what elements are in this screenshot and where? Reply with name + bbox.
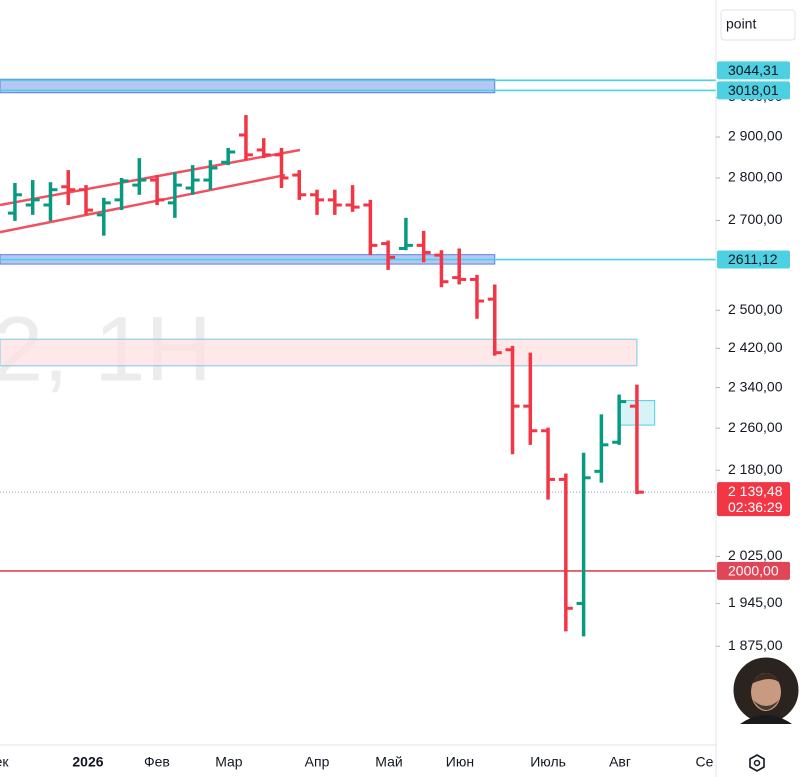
x-tick-label: Фев <box>144 754 170 770</box>
x-tick-label: Май <box>375 754 402 770</box>
y-tick-label: 1 945,00 <box>728 594 783 610</box>
x-tick-label: Авг <box>609 754 631 770</box>
y-tick-label: 2 800,00 <box>728 169 783 185</box>
level-label-box <box>717 81 790 100</box>
settings-icon[interactable] <box>749 754 765 772</box>
level-label: 2000,00 <box>728 563 779 579</box>
plot-area: 2, 1H <box>0 78 716 637</box>
x-tick-label: Июль <box>530 754 566 770</box>
x-tick-label: Июн <box>446 754 474 770</box>
last-price-box <box>717 482 790 517</box>
x-tick-label: ек <box>0 754 9 770</box>
x-tick-label: Апр <box>305 754 330 770</box>
y-tick-label: 2 500,00 <box>728 301 783 317</box>
price-axis: 1 875,00 1 945,00 2 025,00 2 180,00 2 260,00… <box>716 88 783 653</box>
level-label: 3044,31 <box>728 62 779 78</box>
level-label: 3018,01 <box>728 82 779 98</box>
price-labels: 3044,31 3018,01 2611,12 2000,00 2 139,4802:3… <box>717 61 790 580</box>
x-tick-label: Мар <box>215 754 243 770</box>
indicator-label[interactable]: point <box>726 16 756 32</box>
x-tick-label: Се <box>695 754 713 770</box>
y-tick-label: 2 700,00 <box>728 211 783 227</box>
y-tick-label: 2 420,00 <box>728 339 783 355</box>
level-label-box <box>717 61 790 80</box>
y-tick-label: 2 180,00 <box>728 461 783 477</box>
countdown-label: 02:36:29 <box>728 499 783 515</box>
last-price-label: 2 139,48 <box>728 483 783 499</box>
trend-line <box>0 148 301 207</box>
trend-line <box>0 173 286 234</box>
x-tick-label: 2026 <box>72 754 103 770</box>
indicator-box[interactable] <box>720 9 796 41</box>
avatar[interactable] <box>730 654 801 726</box>
y-tick-label: 2 900,00 <box>728 128 783 144</box>
level-label: 2611,12 <box>728 251 778 267</box>
y-tick-label: 1 875,00 <box>728 637 783 653</box>
zone-box <box>0 338 638 367</box>
y-tick-label: 2 340,00 <box>728 378 783 394</box>
y-tick-label: 2 260,00 <box>728 419 783 435</box>
zone-box <box>0 78 496 94</box>
level-label-box <box>717 561 790 580</box>
level-label-box <box>717 250 790 269</box>
y-tick-label: 2 025,00 <box>728 547 783 563</box>
